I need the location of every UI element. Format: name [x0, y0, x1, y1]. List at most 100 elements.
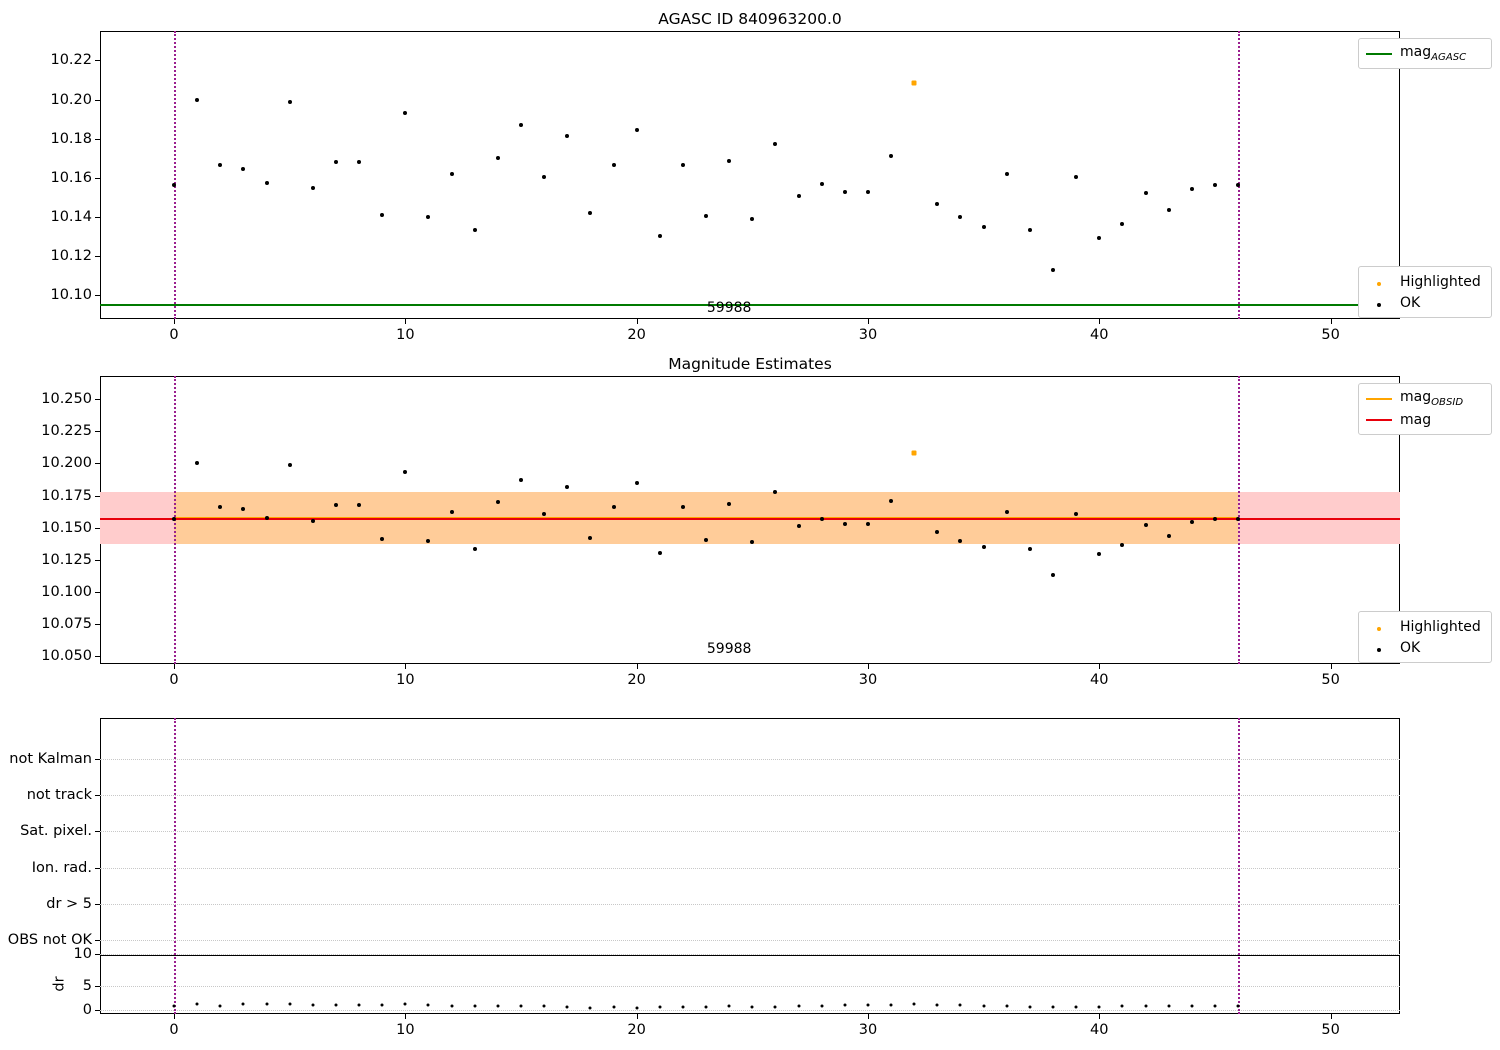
green-line-swatch: [1366, 52, 1392, 55]
x-tick-label: 10: [396, 1022, 415, 1038]
ok-data-point: [1097, 235, 1102, 240]
ok-data-point: [1189, 186, 1194, 191]
legend-item-highlighted: Highlighted: [1366, 616, 1484, 637]
ok-data-point: [727, 501, 732, 506]
ok-data-point: [241, 507, 246, 512]
ok-data-point: [704, 214, 709, 219]
flag-tick-label: not Kalman: [9, 751, 92, 767]
panel1-legend-top[interactable]: magAGASC: [1358, 38, 1492, 69]
dr-data-point: [426, 1003, 430, 1007]
ok-data-point: [518, 478, 523, 483]
dr-axis-divider: [100, 955, 1400, 956]
x-tick-label: 0: [169, 672, 179, 688]
x-tick-mark: [1330, 1014, 1332, 1019]
ok-data-point: [1189, 519, 1194, 524]
ok-data-point: [426, 538, 431, 543]
dr-data-point: [450, 1004, 454, 1008]
ok-data-point: [1004, 510, 1009, 515]
dr-data-point: [866, 1003, 870, 1007]
dr-tick-label: 5: [82, 978, 92, 994]
x-tick-label: 20: [627, 1022, 646, 1038]
dr-data-point: [1167, 1004, 1171, 1008]
obs-end-vline: [1238, 718, 1241, 1014]
panel2-ticks: 10.250 10.225 10.200 10.175 10.150 10.125 10.1…: [0, 376, 1500, 696]
ok-data-point: [1166, 208, 1171, 213]
y-tick-mark: [95, 399, 100, 401]
y-tick-label: 10.050: [41, 648, 92, 665]
x-tick-mark: [1099, 319, 1101, 324]
ok-data-point: [750, 539, 755, 544]
ok-data-point: [218, 163, 223, 168]
ok-data-point: [889, 498, 894, 503]
dr-data-point: [241, 1002, 245, 1006]
ok-data-point: [819, 181, 824, 186]
ok-data-point: [287, 99, 292, 104]
ok-data-point: [426, 215, 431, 220]
dr-data-point: [357, 1003, 361, 1007]
legend-label: OK: [1400, 294, 1421, 311]
y-tick-mark: [95, 256, 100, 258]
dr-data-point: [820, 1004, 824, 1008]
x-tick-label: 40: [1090, 327, 1109, 343]
dr-data-point: [843, 1003, 847, 1007]
x-tick-mark: [405, 664, 407, 669]
x-tick-label: 20: [627, 327, 646, 343]
orange-dot-swatch: [1366, 274, 1392, 290]
x-tick-label: 30: [858, 672, 878, 688]
y-tick-label: 10.18: [50, 130, 92, 147]
ok-data-point: [1120, 543, 1125, 548]
y-tick-label: 10.10: [50, 287, 92, 304]
flag-tick-label: Sat. pixel.: [20, 823, 92, 839]
dr-axis-label: dr: [51, 976, 68, 992]
legend-item-highlighted: Highlighted: [1366, 271, 1484, 292]
ok-data-point: [727, 159, 732, 164]
legend-item-mag: mag: [1366, 409, 1484, 430]
dr-data-point: [958, 1003, 962, 1007]
ok-data-point: [565, 133, 570, 138]
dr-data-point: [1028, 1005, 1032, 1009]
dr-tick-label: 10: [73, 946, 92, 962]
panel1-legend-bottom[interactable]: Highlighted OK: [1358, 266, 1492, 318]
y-tick-mark: [95, 463, 100, 465]
x-tick-mark: [405, 1014, 407, 1019]
ok-data-point: [1212, 517, 1217, 522]
panel2-legend-top[interactable]: magOBSID mag: [1358, 383, 1492, 435]
x-tick-label: 50: [1321, 1022, 1340, 1038]
legend-label: OK: [1400, 639, 1421, 656]
ok-data-point: [796, 193, 801, 198]
panel2-legend-bottom[interactable]: Highlighted OK: [1358, 611, 1492, 663]
mag-reference-line-top: [100, 518, 1400, 521]
ok-data-point: [773, 141, 778, 146]
ok-data-point: [218, 504, 223, 509]
dr-data-point: [565, 1005, 569, 1009]
ok-data-point: [472, 227, 477, 232]
ok-data-point: [1236, 182, 1241, 187]
ok-data-point: [264, 516, 269, 521]
ok-data-point: [865, 521, 870, 526]
ok-data-point: [264, 180, 269, 185]
x-tick-label: 20: [627, 672, 646, 688]
ok-data-point: [657, 233, 662, 238]
dr-data-point: [380, 1003, 384, 1007]
y-tick-mark: [95, 431, 100, 433]
ok-data-point: [449, 510, 454, 515]
y-tick-mark: [95, 138, 100, 140]
y-tick-mark: [95, 217, 100, 219]
dr-data-point: [496, 1004, 500, 1008]
dr-gridline-1: [100, 986, 1400, 987]
ok-data-point: [680, 504, 685, 509]
dr-data-point: [1074, 1005, 1078, 1009]
y-tick-label: 10.100: [41, 584, 92, 600]
ok-data-point: [310, 519, 315, 524]
obs-start-vline: [174, 31, 177, 319]
x-tick-mark: [1099, 664, 1101, 669]
obsid-annotation: 59988: [706, 641, 752, 658]
black-dot-swatch: [1366, 640, 1392, 656]
ok-data-point: [634, 481, 639, 486]
ok-data-point: [380, 537, 385, 542]
flag-gridline-1: [100, 795, 1400, 796]
dr-data-point: [403, 1002, 407, 1006]
ok-data-point: [195, 97, 200, 102]
ok-data-point: [195, 461, 200, 466]
ok-data-point: [542, 512, 547, 517]
